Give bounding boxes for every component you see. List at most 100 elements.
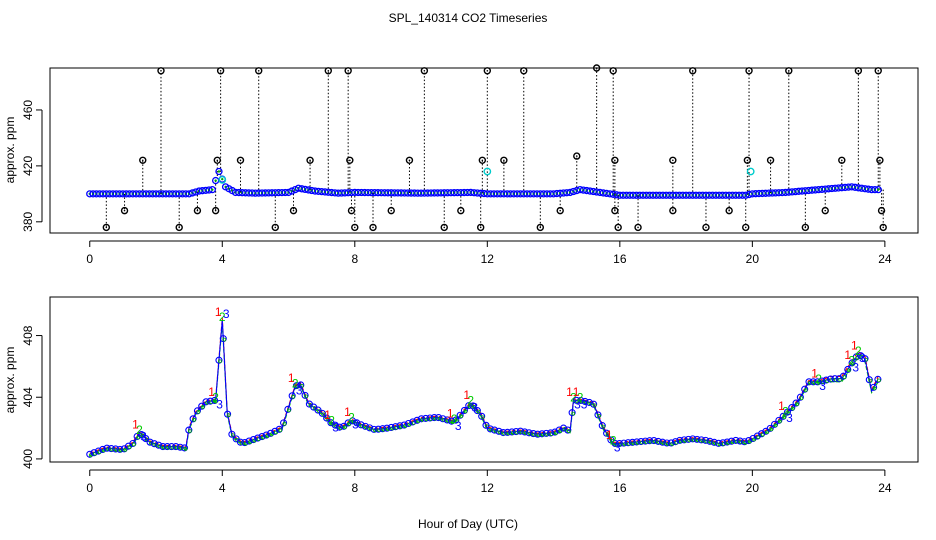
series-point [646, 437, 654, 445]
series-point [344, 419, 352, 427]
series-point [870, 383, 878, 391]
series-point-inner [765, 430, 769, 435]
series-point-inner [528, 431, 532, 436]
spike-point [821, 206, 829, 215]
series-point [142, 435, 150, 443]
spike-point-center [748, 69, 750, 72]
series-point [185, 426, 193, 434]
series-marker-label: 3 [455, 419, 462, 433]
series-point [318, 409, 326, 417]
series-point [831, 375, 839, 383]
baseline-point-center [221, 177, 224, 181]
spike-point [592, 64, 601, 72]
series-point-inner [752, 437, 756, 442]
spike-point [854, 67, 863, 75]
series-marker-label: 3 [852, 360, 859, 374]
series-marker-label: 1 [851, 339, 858, 353]
series-point [727, 437, 736, 445]
series-point [684, 435, 692, 443]
series-marker-label: 3 [819, 379, 826, 393]
series-marker-label: 1 [215, 305, 222, 319]
series-marker-label: 3 [471, 400, 478, 414]
series-marker-label: 1 [288, 371, 295, 385]
series-point-inner [489, 428, 494, 432]
series-point [715, 439, 723, 447]
series-point [189, 415, 197, 423]
series-marker-label: 3 [581, 397, 588, 411]
spike-point-center [309, 159, 311, 162]
series-marker-label: 3 [786, 411, 793, 425]
bottom-x-tick-label: 12 [481, 481, 495, 495]
spike-point-center [408, 159, 411, 162]
series-point-inner [773, 423, 778, 428]
series-marker-label: 3 [140, 430, 147, 444]
spike-point [306, 156, 314, 164]
series-marker-label: 2 [855, 344, 862, 358]
spike-point [476, 223, 485, 232]
series-point [275, 425, 283, 433]
series-marker-label: 3 [574, 397, 581, 411]
series-point [228, 430, 236, 438]
series-point-inner [756, 435, 761, 439]
spike-point-center [522, 69, 525, 72]
series-point-inner [493, 429, 498, 434]
spike-point [324, 67, 332, 75]
spike-point [725, 206, 733, 215]
series-point-inner [278, 428, 283, 433]
spike-point [346, 156, 354, 164]
series-point [430, 414, 438, 422]
series-point [150, 440, 158, 448]
spike-point [193, 206, 202, 215]
series-point [336, 423, 344, 431]
series-point [245, 437, 253, 445]
baseline-point [215, 167, 223, 176]
spike-point-center [141, 159, 144, 162]
series-point [129, 439, 137, 448]
spike-point-center [443, 226, 446, 229]
bottom-y-tick-label: 400 [21, 449, 35, 469]
series-point-inner [579, 399, 584, 404]
spike-point [785, 67, 793, 75]
series-marker-label: 1 [208, 385, 215, 399]
series-point [387, 423, 395, 432]
series-marker-label: 3 [223, 307, 230, 321]
series-point-inner [842, 375, 847, 380]
series-point-inner [230, 433, 235, 438]
series-point-inner [454, 419, 459, 423]
series-point [116, 445, 124, 453]
bottom-plot-frame [49, 296, 919, 463]
spike-point [347, 206, 356, 215]
series-point [460, 406, 469, 414]
series-point [292, 382, 301, 390]
series-marker-label: 3 [332, 420, 339, 434]
series-point-inner [846, 368, 851, 373]
spike-point [289, 206, 298, 215]
spike-point [745, 67, 753, 75]
series-point [219, 335, 227, 343]
series-marker-label: 3 [614, 440, 621, 454]
spike-point [520, 67, 528, 75]
series-point [241, 439, 249, 447]
spike-point [157, 67, 165, 75]
series-point [551, 428, 559, 436]
series-marker-label: 1 [132, 417, 139, 431]
series-point-inner [592, 403, 597, 408]
series-marker-label: 1 [811, 367, 818, 381]
spike-point-center [349, 159, 351, 162]
series-point-inner [187, 429, 192, 433]
series-point [176, 443, 184, 451]
series-point [689, 435, 697, 443]
series-point-inner [872, 386, 877, 391]
spike-point-center [219, 69, 222, 72]
series-point [538, 430, 546, 438]
spike-point [344, 67, 352, 75]
series-point-inner [661, 441, 666, 446]
series-point-inner [597, 414, 601, 418]
series-point [361, 422, 369, 430]
series-point [90, 449, 98, 457]
spike-point [457, 206, 465, 215]
series-point-inner [760, 432, 765, 437]
series-point [409, 418, 417, 426]
